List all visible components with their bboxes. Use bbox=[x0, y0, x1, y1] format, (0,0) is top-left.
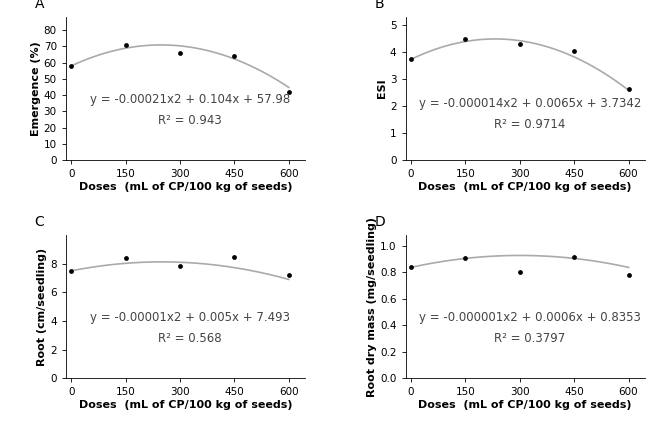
Point bbox=[284, 88, 294, 95]
X-axis label: Doses  (mL of CP/100 kg of seeds): Doses (mL of CP/100 kg of seeds) bbox=[79, 182, 292, 192]
Text: D: D bbox=[374, 215, 385, 229]
Point bbox=[460, 35, 470, 42]
Text: y = -0.000001x2 + 0.0006x + 0.8353
R² = 0.3797: y = -0.000001x2 + 0.0006x + 0.8353 R² = … bbox=[419, 311, 641, 345]
Point bbox=[515, 269, 525, 275]
Text: y = -0.000014x2 + 0.0065x + 3.7342
R² = 0.9714: y = -0.000014x2 + 0.0065x + 3.7342 R² = … bbox=[418, 97, 641, 131]
Text: B: B bbox=[374, 0, 384, 11]
Text: A: A bbox=[35, 0, 44, 11]
Text: C: C bbox=[35, 215, 45, 229]
X-axis label: Doses  (mL of CP/100 kg of seeds): Doses (mL of CP/100 kg of seeds) bbox=[79, 400, 292, 410]
Point bbox=[406, 56, 417, 62]
Y-axis label: ESI: ESI bbox=[377, 79, 387, 99]
Point bbox=[515, 41, 525, 48]
Point bbox=[229, 254, 240, 261]
Point bbox=[623, 85, 634, 92]
Point bbox=[229, 53, 240, 60]
Point bbox=[120, 255, 131, 261]
Point bbox=[66, 62, 76, 69]
X-axis label: Doses  (mL of CP/100 kg of seeds): Doses (mL of CP/100 kg of seeds) bbox=[418, 182, 632, 192]
Point bbox=[66, 267, 76, 274]
X-axis label: Doses  (mL of CP/100 kg of seeds): Doses (mL of CP/100 kg of seeds) bbox=[418, 400, 632, 410]
Point bbox=[569, 253, 580, 260]
Point bbox=[175, 49, 186, 56]
Y-axis label: Root dry mass (mg/seedling): Root dry mass (mg/seedling) bbox=[367, 217, 377, 397]
Point bbox=[623, 271, 634, 278]
Point bbox=[284, 272, 294, 278]
Y-axis label: Emergence (%): Emergence (%) bbox=[31, 41, 41, 136]
Point bbox=[406, 264, 417, 270]
Point bbox=[569, 48, 580, 54]
Point bbox=[175, 263, 186, 270]
Y-axis label: Root (cm/seedling): Root (cm/seedling) bbox=[38, 247, 47, 366]
Point bbox=[460, 255, 470, 261]
Text: y = -0.00001x2 + 0.005x + 7.493
R² = 0.568: y = -0.00001x2 + 0.005x + 7.493 R² = 0.5… bbox=[90, 311, 290, 345]
Text: y = -0.00021x2 + 0.104x + 57.98
R² = 0.943: y = -0.00021x2 + 0.104x + 57.98 R² = 0.9… bbox=[90, 93, 290, 127]
Point bbox=[120, 41, 131, 48]
